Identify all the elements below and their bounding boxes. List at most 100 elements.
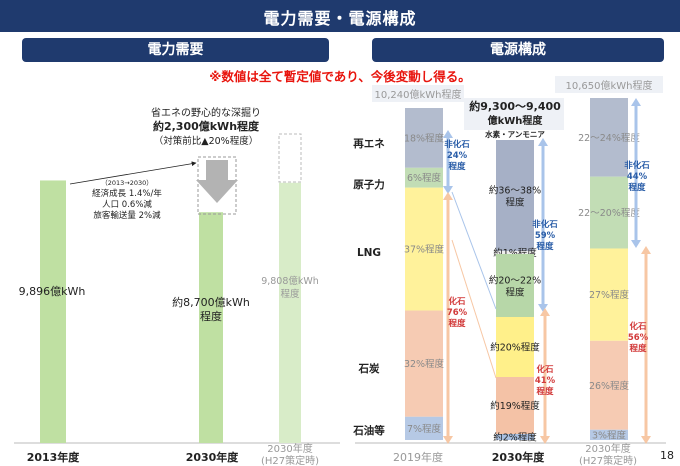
total-2030-line1: 約9,300～9,400 [469, 99, 561, 113]
mix-category-h27-line2: (H27策定時) [579, 454, 637, 466]
category-2030: 2030年度 [186, 450, 240, 464]
savings-note-line2: 約2,300億kWh程度 [153, 119, 260, 133]
fossil-2019-l2: 76% [447, 308, 468, 318]
h27-dashed-top [278, 133, 302, 183]
seg-label-2030-0-b: 程度 [505, 197, 525, 209]
provisional-notice: ※数値は全て暫定値であり、今後変動し得る。 [209, 69, 471, 84]
seg-2030-水素・アンモニア [496, 251, 534, 254]
savings-note-line1: 省エネの野心的な深掘り [151, 106, 261, 119]
seg-label-2030-5: 約2%程度 [493, 432, 537, 444]
nonfossil-2019-l2: 24% [447, 151, 468, 161]
fossil-2030-l3: 程度 [536, 386, 554, 397]
seg-2030-石油等 [496, 434, 534, 440]
seg-2030-石炭 [496, 377, 534, 434]
seg-2019-石油等 [405, 416, 443, 440]
guide-line-2 [451, 239, 497, 379]
seg-2030-原子力 [496, 254, 534, 317]
growth-item-population: 人口 0.6%減 [102, 199, 152, 210]
savings-note-line3: （対策前比▲20%程度） [154, 135, 258, 147]
row-label-renewables: 再エネ [353, 138, 385, 150]
growth-period: （2013→2030） [101, 179, 153, 187]
seg-label-2019-3: 37%程度 [404, 244, 445, 256]
fossil-2030-l1: 化石 [536, 364, 554, 375]
seg-h27-再エネ [590, 98, 628, 177]
seg-2019-再エネ [405, 108, 443, 168]
row-label-lng: LNG [357, 247, 381, 259]
total-2019: 10,240億kWh程度 [374, 88, 461, 101]
savings-dashed-box [197, 156, 237, 215]
seg-2019-原子力 [405, 167, 443, 188]
bar-2030-h27 [279, 182, 301, 443]
page-number: 18 [660, 449, 674, 462]
seg-label-2030-4: 約19%程度 [490, 400, 540, 412]
seg-label-h27-5: 3%程度 [592, 429, 627, 441]
seg-2019-石炭 [405, 310, 443, 417]
demand-bars [40, 180, 301, 444]
fossil-h27-l2: 56% [628, 333, 649, 343]
demand-heading: 電力需要 [22, 38, 329, 62]
bar-2013 [40, 180, 66, 444]
growth-arrow [69, 161, 197, 185]
nonfossil-h27-l1: 非化石 [624, 160, 650, 171]
guide-line-1 [451, 191, 497, 310]
seg-label-2030-2-b: 程度 [505, 287, 525, 299]
seg-label-h27-3: 27%程度 [589, 289, 630, 301]
bar-label-2013: 9,896億kWh [19, 285, 86, 298]
nonfossil-2030-l3: 程度 [536, 241, 554, 252]
mix-category-2019: 2019年度 [393, 450, 443, 464]
fossil-h27-l1: 化石 [629, 321, 647, 332]
seg-label-2030-2: 約20～22% [489, 275, 541, 287]
title-bar: 電力需要・電源構成 [0, 0, 680, 32]
seg-2019-LNG [405, 187, 443, 311]
seg-label-2019-5: 7%程度 [407, 423, 442, 435]
nonfossil-h27-l2: 44% [627, 172, 648, 182]
seg-2030-再エネ [496, 140, 534, 251]
seg-h27-原子力 [590, 176, 628, 249]
seg-2030-LNG [496, 317, 534, 377]
category-h27-line2: (H27策定時) [261, 454, 319, 466]
total-h27-box [555, 76, 663, 93]
total-2030-line2: 億kWh程度 [488, 114, 544, 127]
category-2013: 2013年度 [27, 450, 81, 464]
mix-bars: 18%程度6%程度37%程度32%程度7%程度約36～38%程度約1%程度約20… [404, 98, 640, 444]
seg-label-h27-2: 22～20%程度 [578, 207, 640, 219]
seg-h27-石炭 [590, 340, 628, 430]
nonfossil-h27-l3: 程度 [628, 182, 646, 193]
growth-item-economy: 経済成長 1.4%/年 [92, 188, 162, 199]
slide-title: 電力需要・電源構成 [263, 9, 417, 28]
total-h27: 10,650億kWh程度 [565, 79, 652, 92]
mix-category-h27-line1: 2030年度 [585, 442, 630, 455]
seg-label-2030-3: 約20%程度 [490, 342, 540, 354]
row-label-coal: 石炭 [358, 362, 380, 375]
fossil-2019-l3: 程度 [448, 318, 466, 329]
seg-label-2019-4: 32%程度 [404, 358, 445, 370]
seg-label-2019-2: 6%程度 [407, 172, 442, 184]
down-arrow-icon [196, 160, 238, 203]
seg-h27-石油等 [590, 429, 628, 440]
bar-label-2030-line2: 程度 [200, 309, 222, 323]
bar-label-h27-line2: 程度 [280, 288, 300, 300]
growth-item-passenger: 旅客輸送量 2%減 [93, 210, 161, 221]
mix-category-2030: 2030年度 [492, 450, 546, 464]
category-h27-line1: 2030年度 [267, 442, 312, 455]
row-label-nuclear: 原子力 [353, 178, 385, 191]
total-2030-box [464, 98, 564, 130]
nonfossil-2030-l1: 非化石 [532, 219, 558, 230]
fossil-2030-l2: 41% [535, 376, 556, 386]
total-2019-box [372, 85, 464, 102]
fossil-2019-l1: 化石 [448, 296, 466, 307]
seg-label-2030-0: 約36～38% [489, 185, 541, 197]
hydrogen-note: 水素・アンモニア [485, 129, 545, 139]
mix-heading: 電源構成 [372, 38, 664, 62]
bar-label-h27-line1: 9,808億kWh [261, 275, 319, 287]
row-label-oil: 石油等 [352, 424, 385, 437]
nonfossil-2019-l1: 非化石 [444, 139, 470, 150]
seg-label-2019-0: 18%程度 [404, 132, 445, 144]
bar-label-2030-line1: 約8,700億kWh [172, 295, 250, 309]
fossil-h27-l3: 程度 [629, 343, 647, 354]
nonfossil-2019-l3: 程度 [448, 161, 466, 172]
seg-h27-LNG [590, 248, 628, 341]
bar-2030 [199, 212, 223, 443]
